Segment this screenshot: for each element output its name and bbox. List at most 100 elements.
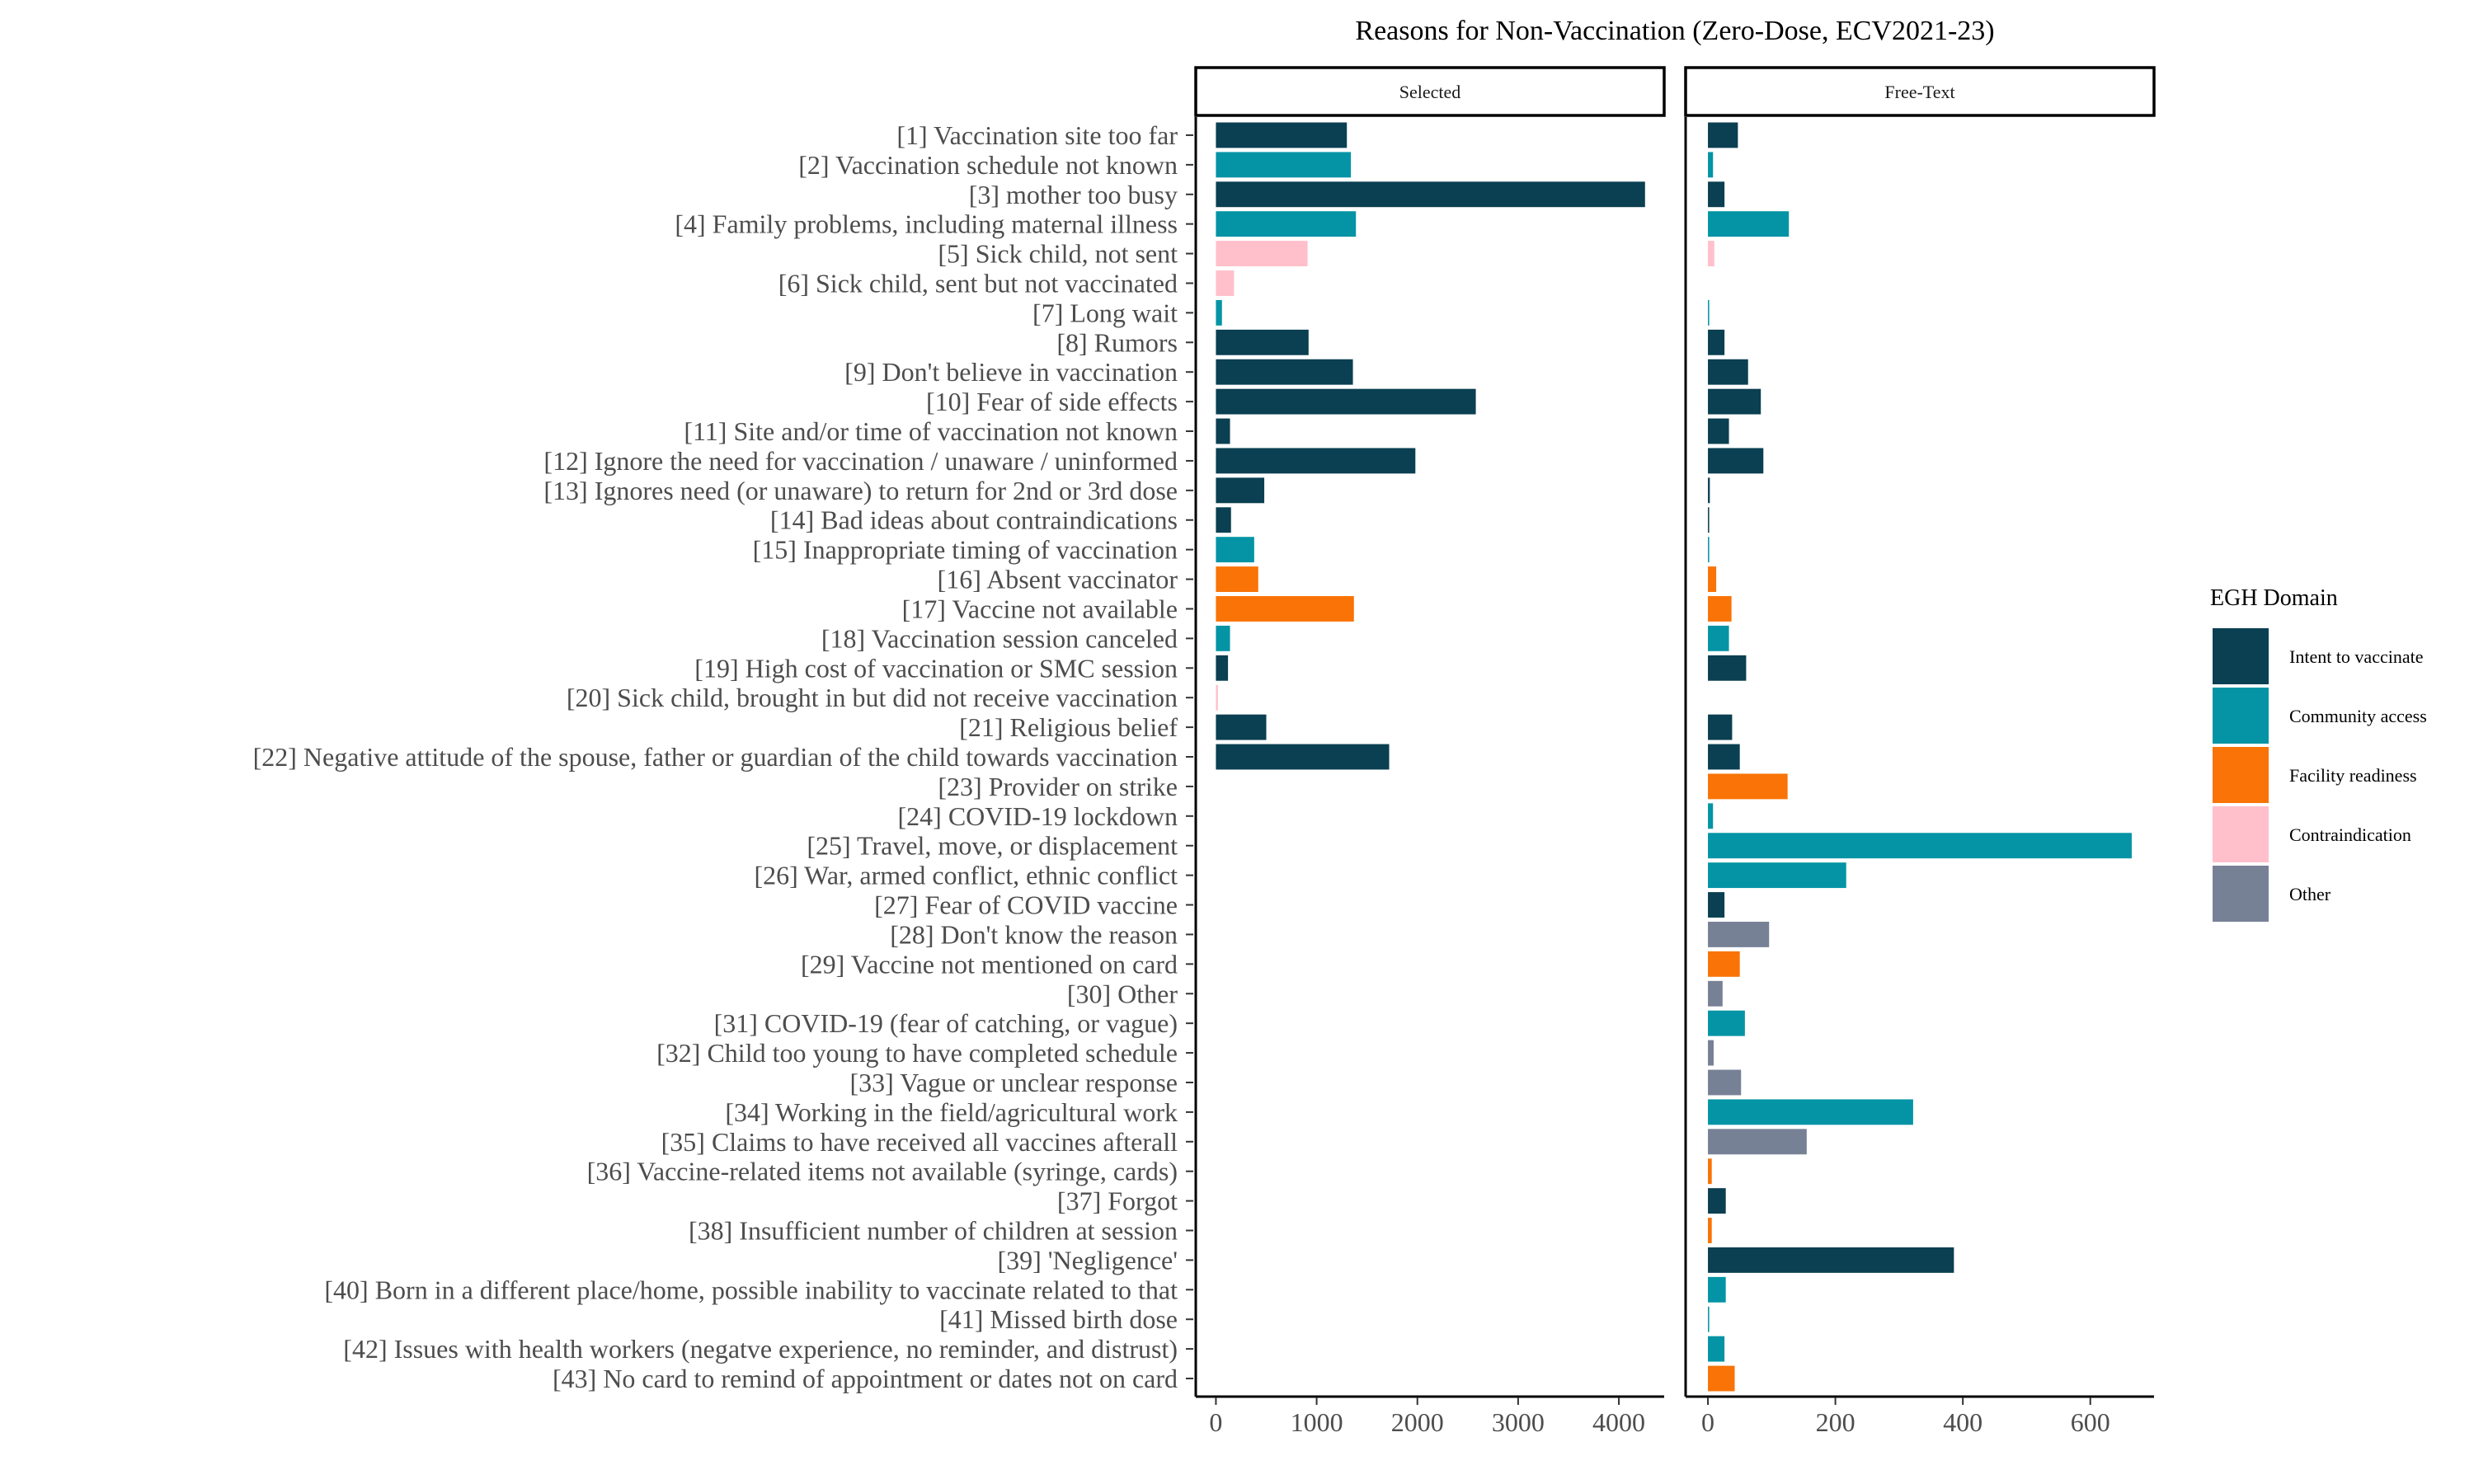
legend-title: EGH Domain xyxy=(2210,585,2338,611)
bar xyxy=(1708,862,1846,889)
legend-swatch xyxy=(2213,806,2269,862)
category-label: [25] Travel, move, or displacement xyxy=(807,831,1178,861)
category-label: [26] War, armed conflict, ethnic conflic… xyxy=(754,861,1178,890)
bar xyxy=(1216,507,1231,533)
bar xyxy=(1708,714,1733,740)
bar xyxy=(1708,299,1710,326)
bar xyxy=(1708,359,1748,385)
bar xyxy=(1708,566,1717,592)
category-label: [31] COVID-19 (fear of catching, or vagu… xyxy=(714,1008,1178,1038)
bar xyxy=(1708,507,1710,533)
bar xyxy=(1708,1276,1726,1303)
category-label: [28] Don't know the reason xyxy=(890,919,1178,949)
category-label: [37] Forgot xyxy=(1057,1186,1178,1216)
bar xyxy=(1216,152,1352,178)
category-label: [16] Absent vaccinator xyxy=(938,565,1178,594)
bar xyxy=(1216,655,1229,681)
category-label: [30] Other xyxy=(1067,979,1178,1008)
legend-swatch xyxy=(2213,866,2269,922)
x-tick-label: 600 xyxy=(2071,1407,2110,1437)
strip-label: Selected xyxy=(1399,82,1461,102)
bar xyxy=(1216,181,1645,208)
bar xyxy=(1216,537,1254,563)
category-label: [43] No card to remind of appointment or… xyxy=(553,1364,1178,1393)
bar xyxy=(1708,803,1714,829)
bar xyxy=(1708,448,1764,474)
category-label: [27] Fear of COVID vaccine xyxy=(874,890,1178,920)
bar xyxy=(1216,359,1353,385)
legend-label: Community access xyxy=(2289,706,2427,726)
category-label: [35] Claims to have received all vaccine… xyxy=(661,1127,1178,1157)
category-label: [20] Sick child, brought in but did not … xyxy=(567,683,1178,712)
category-labels: [1] Vaccination site too far[2] Vaccinat… xyxy=(253,120,1193,1393)
bar xyxy=(1708,329,1725,355)
bar xyxy=(1708,655,1747,681)
category-label: [41] Missed birth dose xyxy=(939,1304,1178,1334)
category-label: [7] Long wait xyxy=(1032,298,1178,327)
strip-box xyxy=(1194,66,1666,117)
x-tick-label: 2000 xyxy=(1391,1407,1444,1437)
category-label: [2] Vaccination schedule not known xyxy=(798,150,1178,180)
bar xyxy=(1708,1218,1712,1243)
strip-label: Free-Text xyxy=(1884,82,1954,102)
legend-label: Facility readiness xyxy=(2289,765,2417,786)
category-label: [23] Provider on strike xyxy=(938,772,1178,801)
category-label: [4] Family problems, including maternal … xyxy=(675,209,1178,239)
bar xyxy=(1216,714,1267,740)
category-label: [21] Religious belief xyxy=(959,712,1178,742)
panel-selected: Selected 0 1000 2000 3000 4000 xyxy=(1194,66,1666,1437)
bar xyxy=(1708,980,1723,1007)
legend-label: Intent to vaccinate xyxy=(2289,646,2423,667)
panel-free-text: Free-Text 0 200 400 600 xyxy=(1684,66,2156,1437)
bar xyxy=(1708,1247,1954,1273)
category-label: [19] High cost of vaccination or SMC ses… xyxy=(694,653,1178,683)
x-tick-label: 4000 xyxy=(1592,1407,1645,1437)
bar xyxy=(1216,211,1357,237)
bar xyxy=(1708,1306,1710,1332)
bar xyxy=(1216,241,1308,267)
bar xyxy=(1708,773,1788,800)
x-tick-label: 400 xyxy=(1943,1407,1982,1437)
bar xyxy=(1216,684,1218,711)
category-label: [9] Don't believe in vaccination xyxy=(844,357,1178,387)
legend-label: Other xyxy=(2289,884,2331,904)
legend-swatch xyxy=(2213,628,2269,684)
panels: Selected 0 1000 2000 3000 4000 Free-Text 0 200 40… xyxy=(1194,66,2156,1437)
bar xyxy=(1216,388,1476,415)
x-tick-label: 0 xyxy=(1701,1407,1714,1437)
bar xyxy=(1216,566,1258,592)
bar xyxy=(1708,388,1761,415)
bar xyxy=(1708,892,1725,918)
category-label: [14] Bad ideas about contraindications xyxy=(770,505,1178,535)
category-label: [36] Vaccine-related items not available… xyxy=(587,1157,1178,1186)
bar xyxy=(1216,122,1348,148)
legend-swatch xyxy=(2213,688,2269,744)
bar xyxy=(1708,1040,1714,1066)
bar xyxy=(1708,1365,1735,1392)
category-label: [24] COVID-19 lockdown xyxy=(898,801,1178,831)
category-label: [42] Issues with health workers (negatve… xyxy=(343,1334,1178,1364)
category-label: [15] Inappropriate timing of vaccination xyxy=(753,535,1178,565)
bar xyxy=(1708,951,1740,977)
category-label: [6] Sick child, sent but not vaccinated xyxy=(778,268,1178,298)
bar xyxy=(1216,448,1416,474)
bar xyxy=(1708,596,1732,622)
bar xyxy=(1708,1010,1745,1036)
category-label: [40] Born in a different place/home, pos… xyxy=(324,1275,1178,1304)
bar xyxy=(1708,418,1729,444)
bar xyxy=(1708,744,1740,770)
category-label: [11] Site and/or time of vaccination not… xyxy=(684,416,1178,446)
bar xyxy=(1708,1129,1807,1155)
x-tick-label: 1000 xyxy=(1291,1407,1343,1437)
bar xyxy=(1708,152,1714,178)
category-label: [10] Fear of side effects xyxy=(926,387,1178,416)
bar xyxy=(1216,744,1390,770)
category-label: [17] Vaccine not available xyxy=(902,594,1178,623)
category-label: [22] Negative attitude of the spouse, fa… xyxy=(253,742,1178,772)
legend-label: Contraindication xyxy=(2289,824,2411,845)
bar xyxy=(1708,1069,1742,1096)
bar xyxy=(1216,418,1230,444)
category-label: [5] Sick child, not sent xyxy=(938,239,1178,269)
bar xyxy=(1216,329,1309,355)
bar xyxy=(1216,299,1222,326)
